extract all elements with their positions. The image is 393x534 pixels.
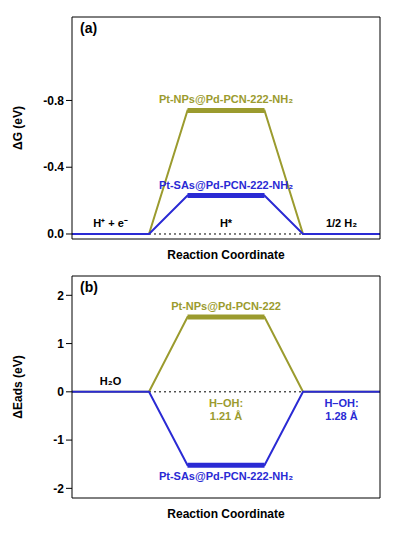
svg-text:Pt-SAs@Pd-PCN-222-NH₂: Pt-SAs@Pd-PCN-222-NH₂: [159, 470, 293, 482]
svg-text:Reaction Coordinate: Reaction Coordinate: [167, 507, 285, 521]
svg-text:H⁺ + e⁻: H⁺ + e⁻: [93, 217, 128, 229]
svg-text:ΔEads (eV): ΔEads (eV): [11, 355, 25, 418]
svg-text:Pt-NPs@Pd-PCN-222-NH₂: Pt-NPs@Pd-PCN-222-NH₂: [159, 93, 293, 105]
svg-text:Pt-SAs@Pd-PCN-222-NH₂: Pt-SAs@Pd-PCN-222-NH₂: [159, 179, 293, 191]
svg-text:2: 2: [57, 289, 64, 303]
svg-text:1: 1: [57, 337, 64, 351]
svg-text:H*: H*: [220, 217, 233, 229]
html-text:(b): (b): [80, 279, 98, 295]
svg-text:-2: -2: [53, 482, 64, 496]
svg-text:0.0: 0.0: [47, 227, 64, 241]
svg-text:H–OH:1.21 Å: H–OH:1.21 Å: [209, 397, 243, 422]
svg-text:ΔG (eV): ΔG (eV): [11, 106, 25, 150]
svg-text:H–OH:1.28 Å: H–OH:1.28 Å: [324, 397, 358, 422]
svg-text:H₂O: H₂O: [100, 375, 122, 387]
svg-text:1/2 H₂: 1/2 H₂: [326, 217, 357, 229]
svg-text:-0.8: -0.8: [43, 94, 64, 108]
svg-text:0: 0: [57, 385, 64, 399]
svg-text:Reaction Coordinate: Reaction Coordinate: [167, 248, 285, 262]
svg-text:-1: -1: [53, 433, 64, 447]
svg-text:-0.4: -0.4: [43, 160, 64, 174]
html-text:(a): (a): [80, 20, 98, 36]
svg-text:Pt-NPs@Pd-PCN-222: Pt-NPs@Pd-PCN-222: [171, 300, 281, 312]
